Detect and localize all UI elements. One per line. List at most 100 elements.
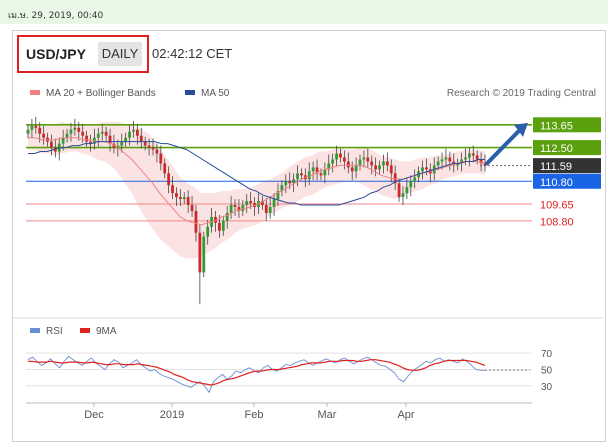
candle-body [370, 161, 374, 166]
candle-body [171, 185, 174, 194]
timestamp: เม.ษ. 29, 2019, 00:40 [8, 11, 104, 21]
research-credit: Research © 2019 Trading Central [447, 88, 596, 99]
candle-body [385, 161, 389, 166]
candle-body [96, 133, 100, 138]
candle-body [147, 145, 151, 148]
candle-body [194, 210, 198, 233]
candle-body [389, 165, 393, 174]
candle-body [120, 141, 124, 146]
candle-body [167, 173, 171, 186]
ma50-line [28, 141, 485, 206]
candle-body [366, 157, 370, 162]
candle-body [229, 205, 233, 213]
forecast-arrow-shaft [485, 128, 521, 166]
candle-body [288, 181, 292, 184]
candle-body [30, 125, 34, 130]
instrument-pair: USD/JPY [26, 46, 86, 62]
candle-body [85, 135, 88, 142]
candle-body [139, 135, 143, 142]
candle-body [69, 129, 73, 134]
x-tick-label-4: Apr [397, 409, 414, 421]
candle-body [327, 163, 331, 170]
candle-body [460, 159, 463, 164]
rsi-tick-50: 50 [541, 365, 553, 376]
rsi-legend-label: RSI [46, 326, 63, 337]
candle-body [38, 127, 42, 134]
candle-body [413, 177, 417, 182]
moving-averages [28, 137, 486, 226]
candle-body [292, 179, 296, 184]
candle-body [339, 153, 342, 158]
candle-body [323, 169, 327, 176]
instrument-header-highlight [17, 35, 149, 73]
ma50-legend-swatch [185, 90, 195, 95]
candle-body [467, 153, 471, 158]
candle-body [116, 145, 120, 148]
candle-body [311, 167, 315, 172]
candle-body [260, 201, 264, 206]
level-badge-0 [533, 117, 601, 133]
candle-body [217, 222, 221, 231]
candle-body [393, 173, 397, 184]
candle-body [479, 159, 483, 164]
level-label-1: 112.50 [540, 143, 573, 155]
candle-body [436, 161, 440, 166]
ma20-legend-swatch [30, 90, 40, 95]
candle-body [280, 185, 284, 192]
candle-body [362, 157, 366, 160]
rsi-tick-70: 70 [541, 349, 553, 360]
candle-body [354, 165, 358, 172]
candle-body [483, 163, 487, 166]
candle-body [104, 131, 108, 136]
candle-body [198, 232, 202, 273]
candle-body [135, 129, 139, 136]
candle-body [77, 127, 81, 132]
candle-body [401, 193, 405, 198]
rsi-series-rsi [27, 355, 485, 394]
candle-body [26, 129, 30, 134]
ma20-legend-label: MA 20 + Bollinger Bands [46, 88, 156, 99]
candle-body [53, 147, 57, 152]
candle-body [190, 205, 194, 211]
candle-body [346, 161, 350, 168]
candle-body [155, 149, 159, 154]
candle-body [409, 181, 413, 188]
candle-body [233, 205, 237, 207]
candle-body [350, 167, 354, 172]
price-levels [26, 124, 532, 222]
candle-body [175, 193, 178, 198]
candle-body [182, 197, 186, 200]
candle-body [221, 220, 225, 231]
candle-body [464, 157, 467, 160]
candle-body [475, 155, 479, 160]
candle-body [100, 131, 104, 134]
candle-body [382, 161, 385, 166]
candle-body [108, 135, 112, 144]
candle-body [202, 236, 206, 273]
candle-body [225, 212, 229, 221]
candlesticks [26, 116, 487, 305]
candle-body [300, 173, 303, 176]
candle-body [425, 167, 428, 170]
rsi-series-9ma [28, 359, 486, 386]
x-tick-label-3: Mar [318, 409, 337, 421]
forecast-arrow [485, 122, 528, 166]
top-bar: เม.ษ. 29, 2019, 00:40 [0, 0, 608, 24]
bollinger-band-area [28, 121, 485, 259]
candle-body [237, 207, 241, 211]
candle-body [214, 216, 217, 223]
candle-body [268, 207, 272, 213]
candle-body [296, 173, 299, 180]
x-tick-label-1: 2019 [160, 409, 184, 421]
candle-body [128, 131, 131, 138]
candle-body [65, 133, 69, 138]
candle-body [178, 197, 182, 200]
candle-body [143, 141, 147, 146]
x-tick-label-0: Dec [84, 409, 104, 421]
level-label-3: 110.80 [540, 177, 573, 189]
level-label-0: 113.65 [540, 120, 573, 132]
timeframe-button[interactable]: DAILY [98, 42, 142, 66]
x-tick-label-2: Feb [245, 409, 264, 421]
candle-body [42, 133, 46, 138]
